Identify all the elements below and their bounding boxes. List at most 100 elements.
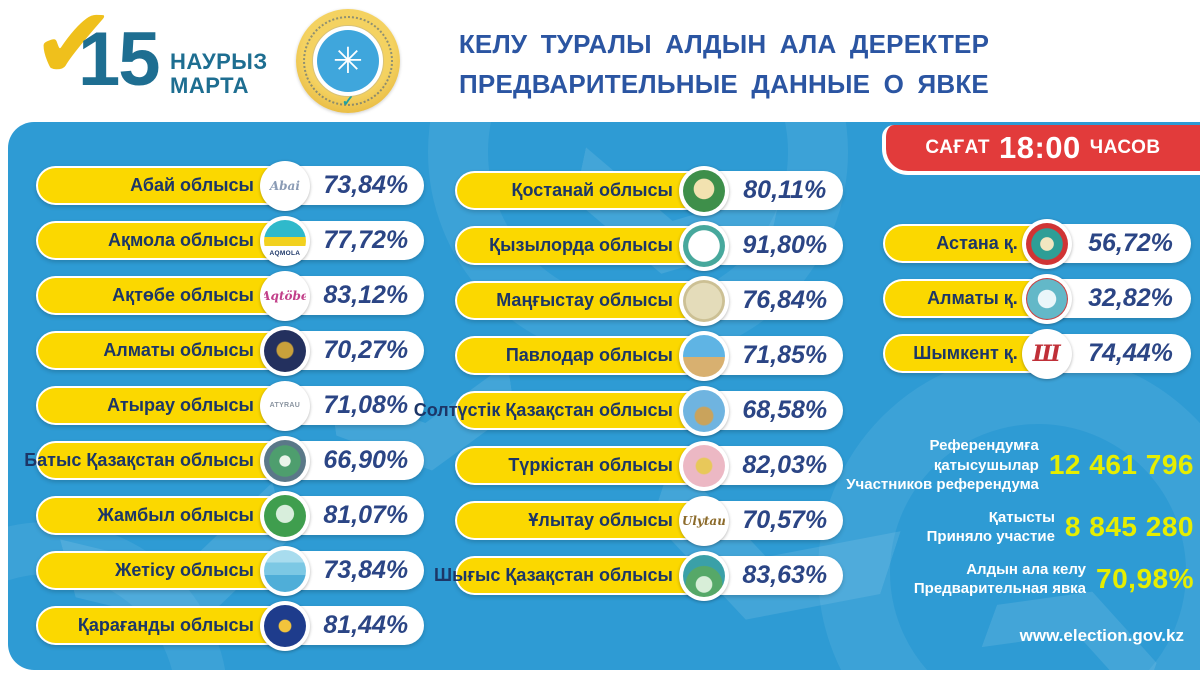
region-label-pill: Жамбыл облысы <box>38 498 300 533</box>
region-name: Атырау облысы <box>107 395 254 415</box>
mangystau-region-emblem <box>678 275 729 326</box>
region-turnout-value: 68,58% <box>742 396 828 424</box>
region-turnout-value: 56,72% <box>1088 229 1173 257</box>
stat-label-ru: Приняло участие <box>926 528 1055 545</box>
region-label-pill: Қостанай облысы <box>457 173 719 208</box>
region-name: Шығыс Қазақстан облысы <box>434 565 673 585</box>
stat-label-kz: Референдумға қатысушылар <box>929 437 1039 474</box>
region-row: Шығыс Қазақстан облысы 83,63% <box>434 550 843 601</box>
region-turnout-value: 77,72% <box>323 226 409 254</box>
date-month-kz: НАУРЫЗ <box>170 49 268 74</box>
region-turnout-value: 70,27% <box>323 336 409 364</box>
time-badge-suffix: ЧАСОВ <box>1089 137 1161 158</box>
checkmark-icon: ✔ <box>32 0 116 100</box>
page-title-ru: ПРЕДВАРИТЕЛЬНЫЕ ДАННЫЕ О ЯВКЕ <box>459 69 989 99</box>
region-label-pill: Павлодар облысы <box>457 338 719 373</box>
regions-column-middle: Қостанай облысы 80,11% Қызылорда облысы … <box>414 165 843 611</box>
region-turnout-value: 70,57% <box>742 506 828 534</box>
soltustik-qazaqstan-region-emblem <box>678 385 729 436</box>
region-row: Солтүстік Қазақстан облысы 68,58% <box>414 385 843 436</box>
batys-qazaqstan-region-emblem <box>259 435 310 486</box>
abai-region-emblem: Abai <box>259 160 310 211</box>
shygys-qazaqstan-region-emblem <box>678 550 729 601</box>
seal-check-icon: ✓ <box>341 93 355 110</box>
region-row: Абай облысы Abai 73,84% <box>36 160 424 211</box>
region-name: Жамбыл облысы <box>97 505 254 525</box>
region-turnout-value: 32,82% <box>1088 284 1173 312</box>
stat-turnout: Алдын ала келу Предварительная явка 70,9… <box>838 560 1194 599</box>
region-name: Батыс Қазақстан облысы <box>24 450 254 470</box>
region-row: Қостанай облысы 80,11% <box>455 165 843 216</box>
region-label-pill: Алматы облысы <box>38 333 300 368</box>
stat-took-part: Қатысты Приняло участие 8 845 280 <box>838 508 1194 547</box>
region-name: Қарағанды облысы <box>77 615 254 635</box>
region-row: Астана қ. 56,72% <box>883 218 1191 269</box>
stat-value: 12 461 796 <box>1048 449 1194 481</box>
region-label-pill: Ақтөбе облысы <box>38 278 300 313</box>
stat-label-kz: Алдын ала келу <box>966 560 1087 578</box>
region-label-pill: Маңғыстау облысы <box>457 283 719 318</box>
zhetisu-region-emblem <box>259 545 310 596</box>
stat-label-ru: Участников референдума <box>846 476 1039 493</box>
region-row: Ақмола облысы AQMOLA 77,72% <box>36 215 424 266</box>
region-turnout-value: 73,84% <box>323 171 409 199</box>
time-badge-time: 18:00 <box>998 130 1081 165</box>
region-name: Солтүстік Қазақстан облысы <box>413 400 673 420</box>
referendum-commission-seal-icon: ✳ ✓ <box>296 9 400 113</box>
region-row: Ұлытау облысы Ulytau 70,57% <box>455 495 843 546</box>
region-turnout-value: 73,84% <box>323 556 409 584</box>
region-name: Павлодар облысы <box>505 345 673 365</box>
time-badge: САҒАТ 18:00 ЧАСОВ <box>882 125 1200 175</box>
region-row: Түркістан облысы 82,03% <box>455 440 843 491</box>
region-name: Шымкент қ. <box>913 343 1018 363</box>
region-name: Маңғыстау облысы <box>496 290 673 310</box>
region-name: Қызылорда облысы <box>489 235 673 255</box>
aqmola-region-emblem: AQMOLA <box>259 215 310 266</box>
region-name: Жетісу облысы <box>115 560 254 580</box>
kostanay-region-emblem <box>678 165 729 216</box>
region-turnout-value: 71,85% <box>742 341 828 369</box>
region-row: Батыс Қазақстан облысы 66,90% <box>24 435 424 486</box>
stat-label-ru: Предварительная явка <box>913 580 1087 597</box>
region-name: Астана қ. <box>936 233 1018 253</box>
region-turnout-value: 81,44% <box>323 611 409 639</box>
region-row: Қызылорда облысы 91,80% <box>455 220 843 271</box>
astana-city-emblem <box>1021 218 1072 269</box>
region-label-pill: Түркістан облысы <box>457 448 719 483</box>
region-label-pill: Атырау облысы <box>38 388 300 423</box>
region-row: Ақтөбе облысы Aqtöbe 83,12% <box>36 270 424 321</box>
region-turnout-value: 71,08% <box>323 391 409 419</box>
main-panel: САҒАТ 18:00 ЧАСОВ Абай облысы Abai 73,84… <box>8 122 1200 670</box>
stat-value: 8 845 280 <box>1064 511 1194 542</box>
date-logo: ✔ 15 НАУРЫЗ МАРТА <box>32 0 268 114</box>
region-name: Алматы облысы <box>103 340 254 360</box>
region-row: Шымкент қ. Ш 74,44% <box>883 328 1191 379</box>
region-row: Алматы қ. 32,82% <box>883 273 1191 324</box>
region-row: Маңғыстау облысы 76,84% <box>455 275 843 326</box>
region-name: Ақтөбе облысы <box>112 285 254 305</box>
region-turnout-value: 76,84% <box>742 286 828 314</box>
region-label-pill: Қарағанды облысы <box>38 608 300 643</box>
region-turnout-value: 81,07% <box>323 501 409 529</box>
region-turnout-value: 82,03% <box>742 451 828 479</box>
region-label-pill: Шығыс Қазақстан облысы <box>434 558 719 593</box>
kyzylorda-region-emblem <box>678 220 729 271</box>
regions-column-left: Абай облысы Abai 73,84% Ақмола облысы AQ… <box>24 160 424 661</box>
website-link[interactable]: www.election.gov.kz <box>1019 626 1184 645</box>
turkistan-region-emblem <box>678 440 729 491</box>
region-name: Қостанай облысы <box>511 180 673 200</box>
region-turnout-value: 83,63% <box>742 561 828 589</box>
region-name: Ұлытау облысы <box>528 510 673 530</box>
region-turnout-value: 91,80% <box>742 231 828 259</box>
shymkent-city-emblem: Ш <box>1021 328 1072 379</box>
stat-label-kz: Қатысты <box>988 508 1055 526</box>
referendum-stats: Референдумға қатысушылар Участников рефе… <box>838 436 1194 612</box>
region-label-pill: Ақмола облысы <box>38 223 300 258</box>
region-row: Жамбыл облысы 81,07% <box>36 490 424 541</box>
region-label-pill: Қызылорда облысы <box>457 228 719 263</box>
region-row: Жетісу облысы 73,84% <box>36 545 424 596</box>
time-badge-prefix: САҒАТ <box>925 137 990 158</box>
region-row: Алматы облысы 70,27% <box>36 325 424 376</box>
region-row: Павлодар облысы 71,85% <box>455 330 843 381</box>
region-label-pill: Жетісу облысы <box>38 553 300 588</box>
